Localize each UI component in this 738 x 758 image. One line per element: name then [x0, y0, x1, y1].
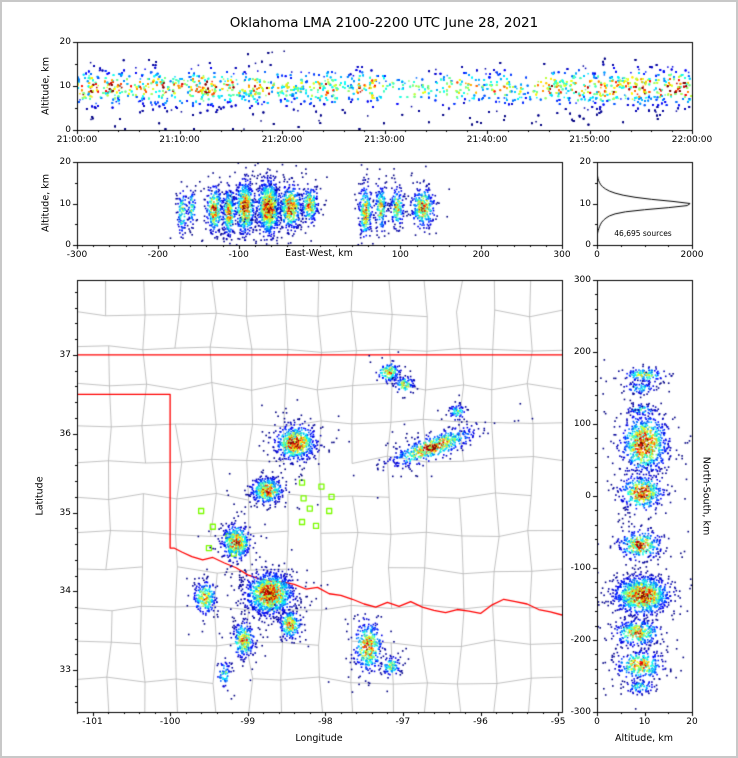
map-xlabel: Longitude [295, 733, 343, 744]
sources-count-label: 46,695 sources [614, 229, 672, 238]
map-ylabel: Latitude [34, 476, 46, 516]
ns-panel-ylabel: North-South, km [700, 456, 712, 536]
ew-panel-xlabel: East-West, km [285, 248, 353, 259]
figure-title: Oklahoma LMA 2100-2200 UTC June 28, 2021 [229, 15, 539, 31]
time-panel-ylabel: Altitude, km [40, 57, 52, 115]
ew-panel-ylabel: Altitude, km [40, 174, 52, 232]
ns-panel-xlabel: Altitude, km [615, 733, 673, 744]
